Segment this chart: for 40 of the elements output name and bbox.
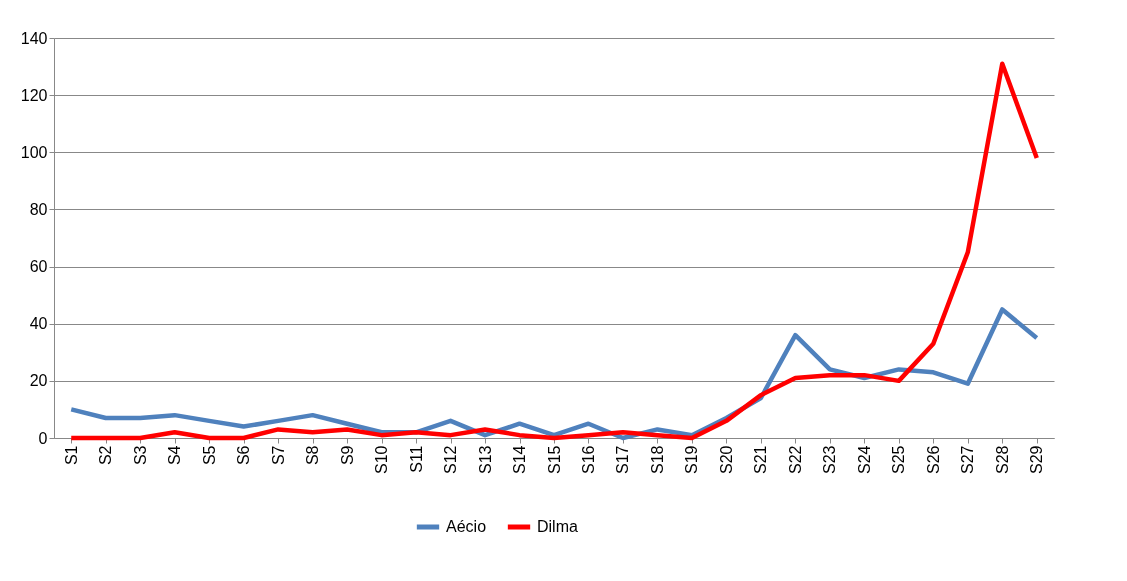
x-tick-label: S1 <box>62 445 80 466</box>
x-tick-label: S6 <box>235 445 253 466</box>
x-tick-label: S25 <box>890 445 908 474</box>
x-tick-label: S5 <box>200 445 218 466</box>
x-tick-label: S15 <box>545 445 563 474</box>
y-tick-label: 80 <box>29 200 48 218</box>
x-tick-label: S20 <box>717 445 735 474</box>
x-tick-label: S18 <box>648 445 666 474</box>
x-tick-label: S23 <box>821 445 839 474</box>
legend-label: Aécio <box>446 518 487 535</box>
line-series <box>68 61 1040 441</box>
y-tick-label: 20 <box>29 372 48 390</box>
x-tick-label: S2 <box>97 445 115 466</box>
y-tick-label: 40 <box>29 315 48 333</box>
x-tick-label: S9 <box>338 445 356 466</box>
x-tick-label: S17 <box>614 445 632 474</box>
x-tick-label: S22 <box>786 445 804 474</box>
x-tick-label: S24 <box>855 445 873 474</box>
x-tick-label: S16 <box>579 445 597 474</box>
y-tick-label: 60 <box>29 258 48 276</box>
x-tick-label: S10 <box>373 445 391 474</box>
y-tick-label: 100 <box>20 143 48 161</box>
x-tick-label: S26 <box>924 445 942 474</box>
y-tick-label: 120 <box>20 86 48 104</box>
x-tick-label: S28 <box>993 445 1011 474</box>
x-tick-label: S11 <box>407 445 425 473</box>
x-tick-label: S8 <box>304 445 322 466</box>
x-tick-label: S13 <box>476 445 494 474</box>
x-tick-label: S19 <box>683 445 701 474</box>
x-tick-label: S4 <box>166 445 184 466</box>
y-tick-label: 0 <box>38 429 48 447</box>
x-tick-label: S12 <box>442 445 460 474</box>
x-tick-label: S27 <box>959 445 977 474</box>
legend-label: Dilma <box>537 518 578 535</box>
x-tick-label: S29 <box>1028 445 1046 474</box>
x-tick-label: S14 <box>511 445 529 474</box>
x-tick-label: S3 <box>131 445 149 466</box>
y-tick-label: 140 <box>20 29 48 47</box>
x-tick-label: S21 <box>752 445 770 474</box>
x-tick-label: S7 <box>269 445 287 466</box>
